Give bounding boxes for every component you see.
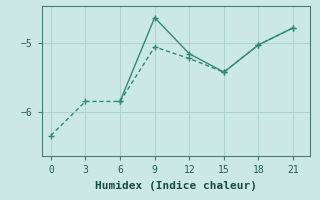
X-axis label: Humidex (Indice chaleur): Humidex (Indice chaleur) — [95, 181, 257, 191]
